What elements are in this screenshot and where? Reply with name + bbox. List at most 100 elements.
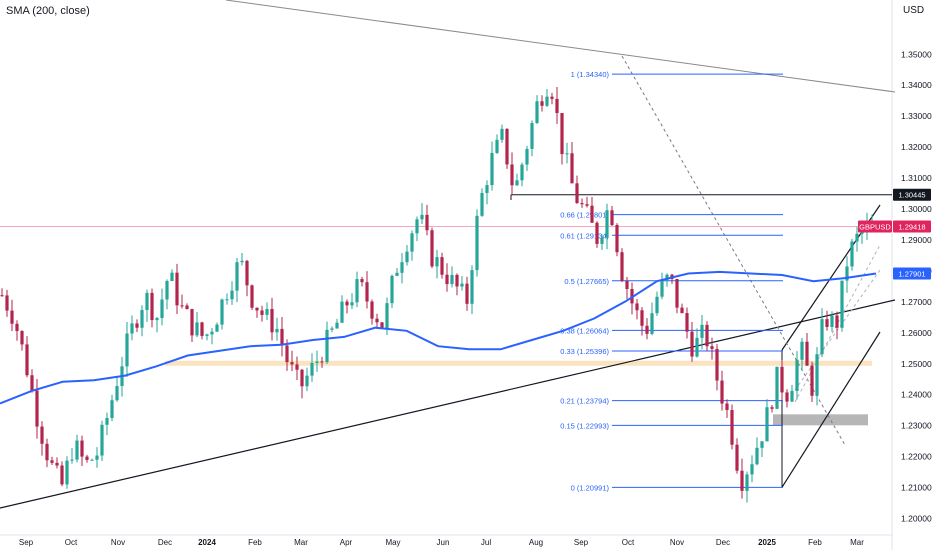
candle-body [430,230,434,267]
candle-body [400,262,404,273]
price-tick-label: 1.35000 [901,49,932,59]
candle-body [70,459,74,461]
candles [0,86,874,503]
candle-body [570,153,574,184]
price-tick-label: 1.30000 [901,204,932,214]
candle-body [770,407,774,409]
downtrend-line [225,0,896,93]
fib-level-label: 0.21 (1.23794) [560,397,609,406]
candle-body [115,386,119,401]
candle-body [725,403,729,411]
candle-body [240,260,244,263]
currency-label[interactable]: USD [903,5,925,16]
candle-body [490,152,494,186]
demand-box [773,414,868,426]
time-tick-label: Aug [529,538,543,547]
price-tag-label: 1.27901 [898,269,925,278]
candle-body [565,153,569,155]
fib-retracement: 1 (1.34340) 0.66 (1.29801) 0.61 (1.29134) 0… [560,70,783,492]
candle-body [260,310,264,315]
candle-body [390,275,394,304]
candle-body [470,270,474,304]
candle-body [680,307,684,314]
fib-level-label: 0.5 (1.27665) [564,277,609,286]
price-tick-label: 1.32000 [901,142,932,152]
candle-body [650,313,654,334]
candle-body [760,441,764,448]
candle-body [425,214,429,231]
indicator-label[interactable]: SMA (200, close) [6,5,90,17]
candle-body [280,328,284,346]
candle-body [325,329,329,363]
candle-body [445,274,449,285]
price-tick-label: 1.25000 [901,359,932,369]
candle-body [795,359,799,391]
candle-body [560,113,564,155]
candle-body [245,260,249,286]
candle-body [530,123,534,149]
price-tag-sma [893,267,931,280]
candle-body [495,139,499,153]
channel-lower-line [781,331,881,488]
candle-body [385,303,389,329]
candle-body [220,299,224,325]
candle-body [605,210,609,238]
candle-body [125,333,129,367]
candle-body [185,305,189,310]
candle-body [85,456,89,460]
candle-body [410,233,414,252]
candle-body [515,180,519,186]
candle-body [235,262,239,291]
price-tick-label: 1.21000 [901,483,932,493]
candle-body [315,361,319,363]
projection-dashed-line [621,55,846,446]
candle-body [355,279,359,303]
candle-body [585,204,589,206]
candle-body [755,447,759,465]
candle-body [370,301,374,319]
time-axis: Sep Oct Nov Dec 2024 Feb Mar Apr May Jun Jul Aug Sep… [19,538,864,547]
candle-body [395,272,399,276]
candle-body [100,424,104,456]
candle-body [505,128,509,165]
candle-body [210,331,214,335]
candle-body [780,366,784,393]
candle-body [555,98,559,114]
candle-body [685,313,689,332]
price-tag-label: 1.29418 [898,223,925,232]
candle-body [600,237,604,244]
candle-body [460,283,464,287]
candle-body [60,465,64,485]
time-tick-label: Feb [808,538,822,547]
candle-body [840,280,844,328]
candle-body [610,210,614,225]
candle-body [785,392,789,402]
candle-body [365,282,369,302]
candle-body [340,301,344,323]
candle-body [625,280,629,290]
candle-body [80,440,84,457]
candle-body [110,400,114,418]
candle-body [455,274,459,287]
candle-body [595,222,599,244]
time-tick-label: Jun [437,538,450,547]
candle-body [35,390,39,427]
candle-body [800,341,804,360]
candle-body [820,319,824,355]
fib-level-label: 0.38 (1.26064) [560,326,609,335]
candle-body [620,252,624,281]
candle-body [485,185,489,193]
candle-body [225,299,229,301]
candle-body [730,410,734,445]
price-tag-label: 1.30445 [898,191,925,200]
candle-body [805,341,809,366]
candle-body [850,241,854,267]
price-tick-label: 1.26000 [901,328,932,338]
time-tick-label: Oct [622,538,635,547]
candle-body [645,325,649,334]
support-zone [165,360,872,366]
candle-body [20,331,24,345]
price-tick-label: 1.31000 [901,173,932,183]
